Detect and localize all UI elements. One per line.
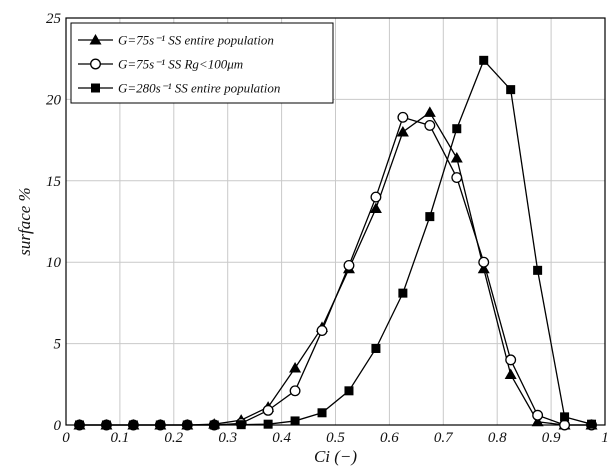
- data-point: [398, 288, 408, 298]
- data-point: [424, 119, 436, 131]
- x-axis-label: Ci (−): [314, 447, 357, 466]
- data-point: [236, 420, 246, 430]
- data-point: [263, 419, 273, 429]
- legend-entry: G=75s⁻¹ SS Rg<100μm: [78, 57, 243, 72]
- data-point: [587, 419, 597, 429]
- data-point: [182, 420, 192, 430]
- x-tick-label: 0.1: [111, 430, 130, 446]
- data-point: [477, 262, 490, 274]
- data-point: [452, 124, 462, 134]
- legend-label: G=75s⁻¹ SS entire population: [118, 33, 274, 48]
- data-point: [371, 343, 381, 353]
- data-point: [506, 85, 516, 95]
- x-tick-label: 0.2: [164, 430, 183, 446]
- data-point: [128, 420, 138, 430]
- y-tick-label: 20: [46, 92, 62, 108]
- y-tick-label: 10: [46, 255, 62, 271]
- data-point: [316, 325, 328, 337]
- data-point: [425, 212, 435, 222]
- data-point: [397, 111, 409, 123]
- x-tick-label: 0.3: [218, 430, 237, 446]
- data-point: [74, 420, 84, 430]
- data-point: [343, 260, 355, 271]
- x-tick-label: 1: [601, 430, 609, 446]
- x-tick-label: 0.8: [488, 430, 507, 446]
- y-tick-label: 25: [46, 11, 62, 27]
- legend-entry: G=75s⁻¹ SS entire population: [78, 33, 274, 48]
- legend-label: G=280s⁻¹ SS entire population: [118, 81, 280, 96]
- legend-label: G=75s⁻¹ SS Rg<100μm: [118, 57, 243, 72]
- data-point: [317, 408, 327, 418]
- legend-marker: [90, 58, 101, 70]
- x-ticks: 0 0.1 0.2 0.3 0.4 0.5 0.6 0.7 0.8 0.9 1: [62, 430, 609, 446]
- y-tick-label: 15: [46, 174, 62, 190]
- data-point: [262, 404, 274, 416]
- data-point: [344, 386, 354, 396]
- data-point: [450, 152, 463, 163]
- data-point: [289, 385, 301, 397]
- data-point: [504, 368, 517, 380]
- series-group: [73, 55, 598, 431]
- x-tick-label: 0.7: [434, 430, 454, 446]
- data-point: [505, 354, 517, 366]
- legend: G=75s⁻¹ SS entire population G=75s⁻¹ SS R…: [70, 22, 334, 104]
- series-square: [74, 55, 597, 430]
- data-point: [209, 420, 219, 430]
- data-point: [478, 256, 490, 268]
- data-point: [369, 202, 382, 213]
- data-point: [289, 362, 302, 373]
- y-tick-label: 0: [54, 418, 62, 434]
- legend-marker: [89, 34, 102, 45]
- data-point: [560, 412, 570, 422]
- plot-frame: [65, 17, 606, 426]
- x-tick-label: 0.4: [272, 430, 291, 446]
- legend-entry: G=280s⁻¹ SS entire population: [78, 81, 280, 96]
- data-point: [531, 415, 544, 427]
- x-tick-label: 0.6: [380, 430, 399, 446]
- data-point: [559, 419, 571, 431]
- legend-box: [70, 22, 334, 104]
- y-tick-label: 5: [54, 337, 62, 353]
- data-point: [396, 125, 409, 137]
- data-point: [423, 106, 436, 117]
- x-tick-label: 0.5: [326, 430, 345, 446]
- x-tick-label: 0: [62, 430, 70, 446]
- y-ticks: 0 5 10 15 20 25: [46, 11, 62, 434]
- data-point: [370, 191, 382, 203]
- data-point: [290, 416, 300, 426]
- data-point: [155, 420, 165, 430]
- x-tick-label: 0.9: [542, 430, 561, 446]
- data-point: [479, 55, 489, 65]
- data-point: [451, 172, 463, 183]
- y-axis-label: surface %: [15, 187, 34, 255]
- data-point: [532, 409, 544, 421]
- data-point: [533, 265, 543, 275]
- legend-marker: [91, 83, 100, 93]
- data-point: [101, 420, 111, 430]
